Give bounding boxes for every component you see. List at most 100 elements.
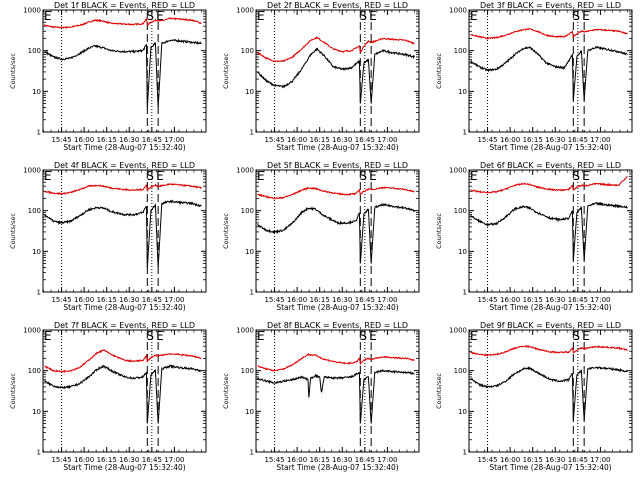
x-tick-label: 16:00 (74, 456, 94, 464)
events-series-line (257, 202, 415, 264)
y-tick-label: 100 (241, 367, 254, 375)
x-tick-label: 16:15 (97, 456, 117, 464)
x-tick-label: 16:00 (74, 136, 94, 144)
panel-3: Det 3f BLACK = Events, RED = LLD 1 10 100 10… (435, 1, 633, 152)
events-series-line (44, 364, 202, 424)
flag-right-2: E (156, 169, 164, 183)
panel-title: Det 2f BLACK = Events, RED = LLD (267, 1, 408, 10)
x-tick-label: 16:15 (310, 136, 330, 144)
lld-series-line (43, 17, 202, 29)
flag-left: E (470, 329, 478, 343)
y-tick-label: 1 (37, 449, 41, 457)
flag-right-1: S (572, 169, 580, 183)
panel-title: Det 3f BLACK = Events, RED = LLD (480, 1, 621, 10)
x-tick-label: 15:45 (264, 136, 284, 144)
flag-left: E (470, 9, 478, 23)
x-axis-label: Start Time (28-Aug-07 15:32:40) (63, 303, 185, 312)
lld-series-line (257, 186, 415, 200)
flag-right-2: E (582, 169, 590, 183)
lld-series-line (470, 176, 628, 194)
x-tick-label: 16:30 (119, 456, 139, 464)
x-tick-label: 17:00 (164, 296, 184, 304)
y-tick-label: 10 (458, 248, 467, 256)
x-tick-label: 16:45 (355, 136, 375, 144)
y-tick-label: 1000 (236, 167, 254, 175)
y-tick-label: 1 (463, 449, 467, 457)
x-tick-label: 17:00 (377, 136, 397, 144)
events-series-line (470, 45, 628, 101)
events-series-line (44, 38, 202, 108)
y-tick-label: 100 (454, 207, 467, 215)
x-tick-label: 16:30 (545, 296, 565, 304)
y-tick-label: 1000 (449, 167, 467, 175)
lld-series-line (470, 27, 628, 40)
panel-9: Det 9f BLACK = Events, RED = LLD 1 10 100 10… (435, 321, 633, 472)
plot-frame (42, 169, 207, 293)
lld-series-line (470, 344, 628, 357)
flag-right-2: E (582, 329, 590, 343)
panel-title: Det 9f BLACK = Events, RED = LLD (480, 321, 621, 330)
flag-left: E (44, 329, 52, 343)
y-tick-label: 1 (250, 129, 254, 137)
flag-right-1: S (572, 9, 580, 23)
x-tick-label: 15:45 (264, 456, 284, 464)
events-series-line (256, 369, 415, 424)
x-tick-label: 16:15 (97, 296, 117, 304)
y-tick-label: 10 (245, 248, 254, 256)
y-tick-label: 1 (463, 289, 467, 297)
plot-frame (255, 169, 420, 293)
panel-1: Det 1f BLACK = Events, RED = LLD 1 10 100 10… (9, 1, 207, 152)
y-tick-label: 1000 (449, 327, 467, 335)
x-tick-label: 15:45 (51, 456, 71, 464)
panel-title: Det 7f BLACK = Events, RED = LLD (54, 321, 195, 330)
panel-title: Det 4f BLACK = Events, RED = LLD (54, 161, 195, 170)
x-tick-label: 17:00 (164, 136, 184, 144)
x-tick-label: 16:30 (545, 456, 565, 464)
flag-right-2: E (369, 329, 377, 343)
x-tick-label: 15:45 (477, 456, 497, 464)
x-tick-label: 15:45 (51, 296, 71, 304)
flag-right-1: S (146, 329, 154, 343)
flag-right-1: S (359, 9, 367, 23)
x-axis-label: Start Time (28-Aug-07 15:32:40) (489, 303, 611, 312)
y-tick-label: 100 (28, 367, 41, 375)
events-series-line (469, 201, 628, 261)
flag-right-1: S (572, 329, 580, 343)
y-tick-label: 10 (245, 408, 254, 416)
x-tick-label: 16:00 (500, 456, 520, 464)
flag-right-2: E (369, 169, 377, 183)
x-axis-label: Start Time (28-Aug-07 15:32:40) (489, 463, 611, 472)
y-tick-label: 1 (250, 449, 254, 457)
y-tick-label: 1 (250, 289, 254, 297)
panel-7: Det 7f BLACK = Events, RED = LLD 1 10 100 10… (9, 321, 207, 472)
y-tick-label: 10 (245, 88, 254, 96)
panel-2: Det 2f BLACK = Events, RED = LLD 1 10 100 10… (222, 1, 420, 152)
x-tick-label: 16:45 (568, 456, 588, 464)
x-tick-label: 16:45 (142, 136, 162, 144)
x-tick-label: 16:00 (500, 136, 520, 144)
events-series-line (257, 47, 415, 104)
flag-right-2: E (582, 9, 590, 23)
x-tick-label: 16:00 (500, 296, 520, 304)
y-axis-label: Counts/sec (9, 373, 17, 409)
x-tick-label: 15:45 (264, 296, 284, 304)
x-tick-label: 16:00 (74, 296, 94, 304)
y-tick-label: 1 (37, 129, 41, 137)
y-tick-label: 100 (454, 367, 467, 375)
x-tick-label: 16:30 (119, 136, 139, 144)
x-tick-label: 16:00 (287, 136, 307, 144)
plot-frame (255, 329, 420, 453)
flag-right-2: E (156, 9, 164, 23)
x-tick-label: 16:00 (287, 296, 307, 304)
y-tick-label: 10 (458, 88, 467, 96)
x-tick-label: 15:45 (51, 136, 71, 144)
x-tick-label: 16:30 (332, 456, 352, 464)
panel-8: Det 8f BLACK = Events, RED = LLD 1 10 100 10… (222, 321, 420, 472)
y-tick-label: 1 (463, 129, 467, 137)
lld-series-line (44, 348, 202, 373)
events-series-line (470, 366, 628, 421)
x-tick-label: 16:15 (523, 136, 543, 144)
y-tick-label: 1000 (449, 7, 467, 15)
x-tick-label: 16:00 (287, 456, 307, 464)
x-tick-label: 16:15 (310, 296, 330, 304)
